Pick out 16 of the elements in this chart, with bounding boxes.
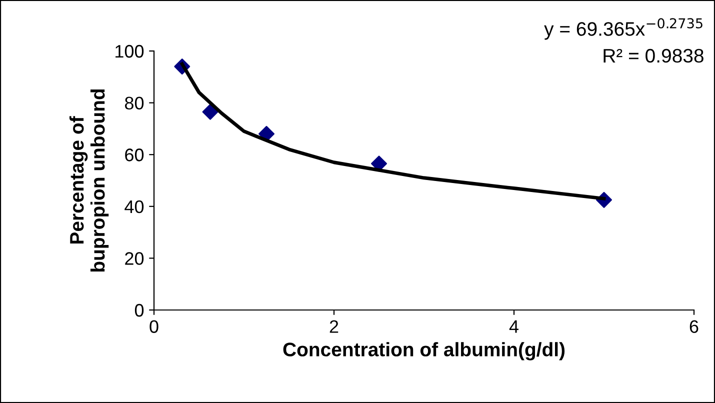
text: y = 69.365x$^{−0.2735}$ [544, 18, 702, 40]
y-tick-label: 100 [116, 44, 144, 58]
point [202, 104, 218, 120]
x-axis-title: Concentration of albumin(g/dl) [283, 342, 565, 360]
y-tick-label: 80 [124, 96, 144, 110]
annotation: R² = 0.9838 [604, 48, 704, 63]
y-axis-title: Percentage of bupropion unbound [69, 89, 109, 272]
y-tick-label: 40 [124, 200, 144, 214]
x-tick-label: 0 [150, 320, 158, 333]
x-tick-label: 6 [690, 320, 698, 333]
y-tick-label: 0 [134, 304, 144, 317]
y-tick-label: 60 [125, 148, 144, 162]
point [371, 156, 387, 172]
x-tick-label: 2 [330, 320, 338, 333]
x-tick-label: 4 [509, 320, 518, 333]
y-tick-label: 20 [125, 252, 144, 265]
